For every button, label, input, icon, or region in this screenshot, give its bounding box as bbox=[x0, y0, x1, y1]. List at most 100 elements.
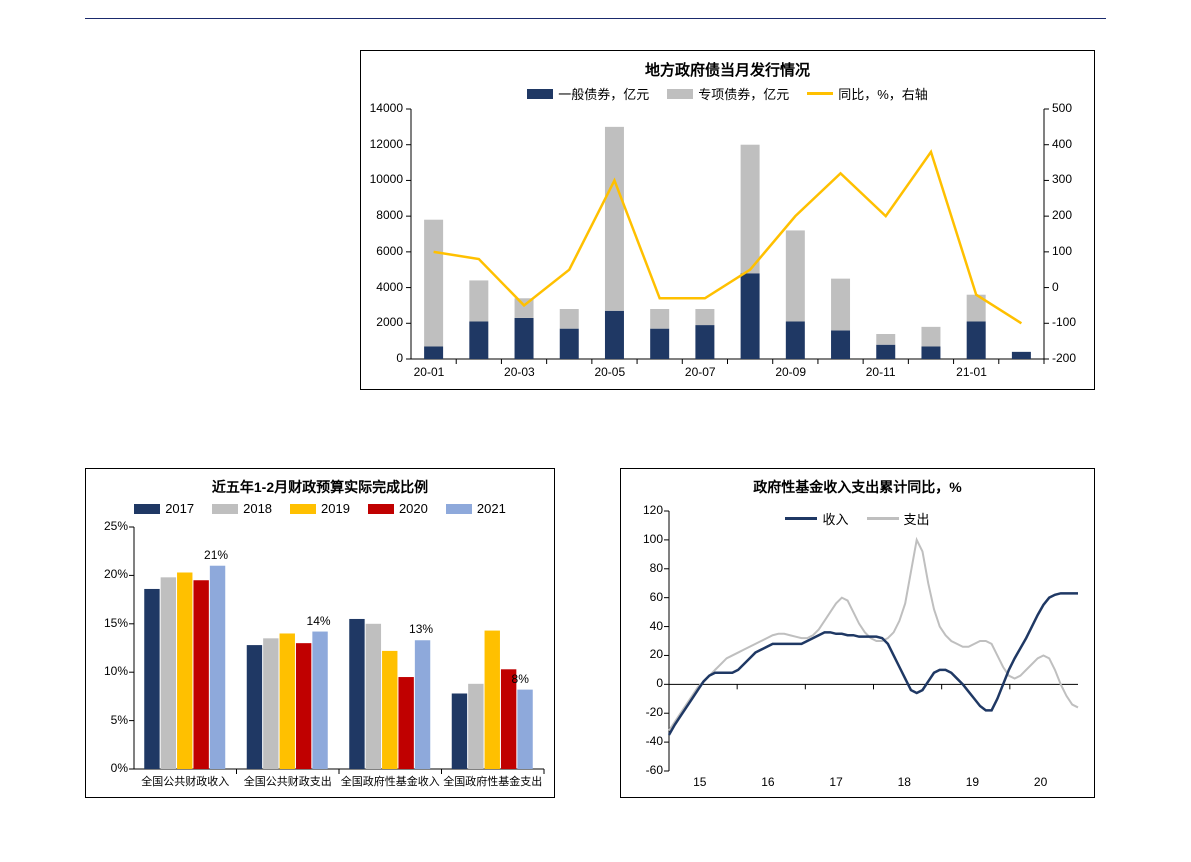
legend-label: 同比，%，右轴 bbox=[838, 84, 928, 103]
x-tick-label: 20-01 bbox=[414, 365, 445, 379]
legend-item: 2017 bbox=[134, 501, 194, 516]
y-tick-label: -60 bbox=[646, 763, 663, 777]
y-tick-label: -20 bbox=[646, 705, 663, 719]
legend-label: 2021 bbox=[477, 501, 506, 516]
bar bbox=[398, 677, 413, 769]
bar-general bbox=[921, 347, 940, 360]
bar-annotation: 14% bbox=[307, 614, 331, 628]
x-tick-label: 20-07 bbox=[685, 365, 716, 379]
bar bbox=[247, 645, 262, 769]
bar-general bbox=[1012, 352, 1031, 359]
y-tick-label: 10% bbox=[104, 664, 128, 678]
y2-tick-label: 0 bbox=[1052, 280, 1059, 294]
bar bbox=[296, 643, 311, 769]
y2-tick-label: 100 bbox=[1052, 244, 1072, 258]
y-tick-label: 10000 bbox=[370, 172, 403, 186]
chart-gov-fund-yoy: 政府性基金收入支出累计同比，% 收入支出 -60-40-200204060801… bbox=[620, 468, 1095, 798]
chart1-plot: 02000400060008000100001200014000-200-100… bbox=[411, 109, 1044, 359]
bar-special bbox=[560, 309, 579, 329]
bar-general bbox=[967, 322, 986, 360]
bar bbox=[210, 566, 225, 769]
bar-special bbox=[831, 279, 850, 331]
chart-local-gov-bonds: 地方政府债当月发行情况 一般债券，亿元专项债券，亿元同比，%，右轴 020004… bbox=[360, 50, 1095, 390]
x-tick-label: 全国政府性基金支出 bbox=[442, 773, 545, 789]
y-tick-label: 0 bbox=[396, 351, 403, 365]
y2-tick-label: 400 bbox=[1052, 137, 1072, 151]
chart1-legend: 一般债券，亿元专项债券，亿元 同比，%，右轴 bbox=[361, 84, 1094, 103]
legend-label: 2017 bbox=[165, 501, 194, 516]
x-tick-label: 全国公共财政收入 bbox=[134, 773, 237, 789]
bar-annotation: 8% bbox=[512, 672, 529, 686]
y-tick-label: 0% bbox=[111, 761, 128, 775]
bar-annotation: 21% bbox=[204, 548, 228, 562]
x-tick-label: 20-05 bbox=[594, 365, 625, 379]
bar bbox=[312, 632, 327, 769]
y-tick-label: 100 bbox=[643, 532, 663, 546]
y-tick-label: 12000 bbox=[370, 137, 403, 151]
bar bbox=[468, 684, 483, 769]
y-tick-label: 120 bbox=[643, 503, 663, 517]
chart3-plot: -60-40-20020406080100120151617181920 bbox=[669, 511, 1078, 771]
y2-tick-label: 300 bbox=[1052, 172, 1072, 186]
legend-label: 一般债券，亿元 bbox=[558, 84, 649, 103]
bar bbox=[415, 640, 430, 769]
y-tick-label: 14000 bbox=[370, 101, 403, 115]
bar-general bbox=[695, 325, 714, 359]
legend-label: 2019 bbox=[321, 501, 350, 516]
bar-special bbox=[741, 145, 760, 274]
y-tick-label: 15% bbox=[104, 616, 128, 630]
bar bbox=[452, 693, 467, 769]
legend-item: 专项债券，亿元 bbox=[667, 84, 789, 103]
x-tick-label: 17 bbox=[829, 775, 842, 789]
bar-general bbox=[605, 311, 624, 359]
bar bbox=[161, 577, 176, 769]
bar-general bbox=[560, 329, 579, 359]
y-tick-label: 80 bbox=[650, 561, 663, 575]
chart3-title: 政府性基金收入支出累计同比，% bbox=[621, 477, 1094, 497]
bar bbox=[366, 624, 381, 769]
bar-special bbox=[650, 309, 669, 329]
x-tick-label: 20-03 bbox=[504, 365, 535, 379]
y2-tick-label: -100 bbox=[1052, 315, 1076, 329]
bar-special bbox=[786, 230, 805, 321]
y-tick-label: -40 bbox=[646, 734, 663, 748]
chart2-plot: 0%5%10%15%20%25%全国公共财政收入全国公共财政支出全国政府性基金收… bbox=[134, 527, 544, 769]
y2-tick-label: 200 bbox=[1052, 208, 1072, 222]
bar-general bbox=[786, 322, 805, 360]
y-tick-label: 5% bbox=[111, 713, 128, 727]
bar-special bbox=[605, 127, 624, 311]
x-tick-label: 20 bbox=[1034, 775, 1047, 789]
y-tick-label: 6000 bbox=[376, 244, 403, 258]
x-tick-label: 18 bbox=[898, 775, 911, 789]
bar-general bbox=[831, 330, 850, 359]
y2-tick-label: 500 bbox=[1052, 101, 1072, 115]
bar bbox=[193, 580, 208, 769]
x-tick-label: 19 bbox=[966, 775, 979, 789]
chart2-legend: 2017 2018 2019 2020 2021 bbox=[86, 501, 554, 516]
x-tick-label: 20-11 bbox=[866, 365, 896, 379]
bar-special bbox=[921, 327, 940, 347]
bar-annotation: 13% bbox=[409, 622, 433, 636]
legend-item: 2020 bbox=[368, 501, 428, 516]
bar-special bbox=[876, 334, 895, 345]
y-tick-label: 60 bbox=[650, 590, 663, 604]
x-tick-label: 全国政府性基金收入 bbox=[339, 773, 442, 789]
bar bbox=[382, 651, 397, 769]
chart2-title: 近五年1-2月财政预算实际完成比例 bbox=[86, 477, 554, 497]
bar-general bbox=[650, 329, 669, 359]
x-tick-label: 全国公共财政支出 bbox=[237, 773, 340, 789]
bar-general bbox=[469, 322, 488, 360]
y-tick-label: 20% bbox=[104, 567, 128, 581]
bar-general bbox=[741, 273, 760, 359]
bar bbox=[485, 631, 500, 769]
line-expenditure bbox=[669, 540, 1078, 731]
bar bbox=[263, 638, 278, 769]
y-tick-label: 0 bbox=[656, 676, 663, 690]
chart-budget-completion: 近五年1-2月财政预算实际完成比例 2017 2018 2019 2020 2021 0… bbox=[85, 468, 555, 798]
x-tick-label: 16 bbox=[761, 775, 774, 789]
divider-top bbox=[85, 18, 1106, 19]
legend-item: 2021 bbox=[446, 501, 506, 516]
x-tick-label: 21-01 bbox=[956, 365, 987, 379]
bar-general bbox=[424, 347, 443, 360]
legend-label: 2018 bbox=[243, 501, 272, 516]
